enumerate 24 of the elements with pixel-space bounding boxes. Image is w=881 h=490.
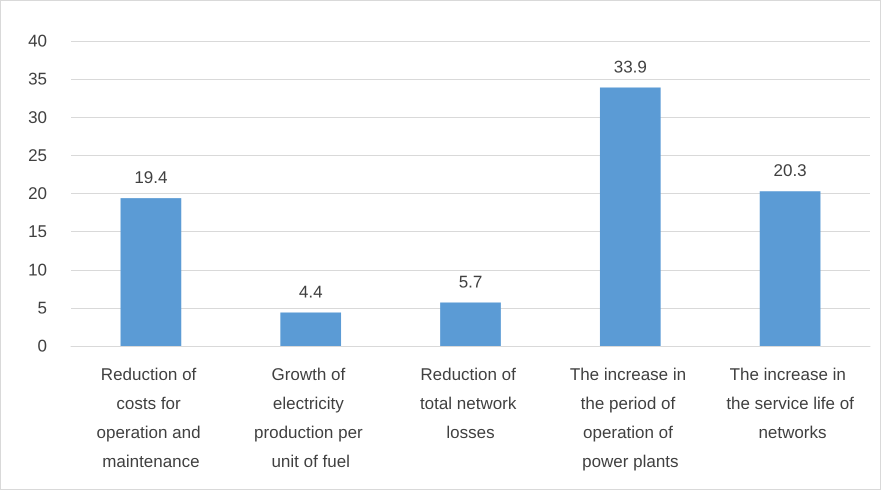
data-label: 4.4 [298,282,323,302]
x-tick-label: Reduction of costs for operation and maintenance [96,365,206,471]
bar [760,191,820,346]
bar [280,312,342,346]
bar [120,198,182,346]
bar [440,302,501,346]
y-tick-label: 0 [38,336,47,356]
y-tick-label: 25 [28,146,47,165]
y-tick-label: 10 [28,260,47,280]
data-label: 20.3 [774,161,807,180]
x-tick-label: The increase in the service life of networks [726,365,854,442]
x-tick-label: Growth of electricity production per unit of fuel [254,365,368,471]
y-tick-label: 30 [28,108,47,127]
y-tick-label: 20 [28,184,47,203]
x-tick-label: Reduction of total network losses [420,365,522,442]
data-label: 5.7 [458,272,482,292]
y-tick-label: 40 [28,32,47,50]
x-tick-label: The increase in the period of operation of power plants [570,365,691,471]
data-label: 19.4 [134,168,168,188]
data-label: 33.9 [614,58,647,77]
y-tick-label: 35 [28,70,47,89]
y-tick-label: 5 [38,298,47,318]
y-tick-label: 15 [28,222,47,242]
bar [600,88,661,346]
